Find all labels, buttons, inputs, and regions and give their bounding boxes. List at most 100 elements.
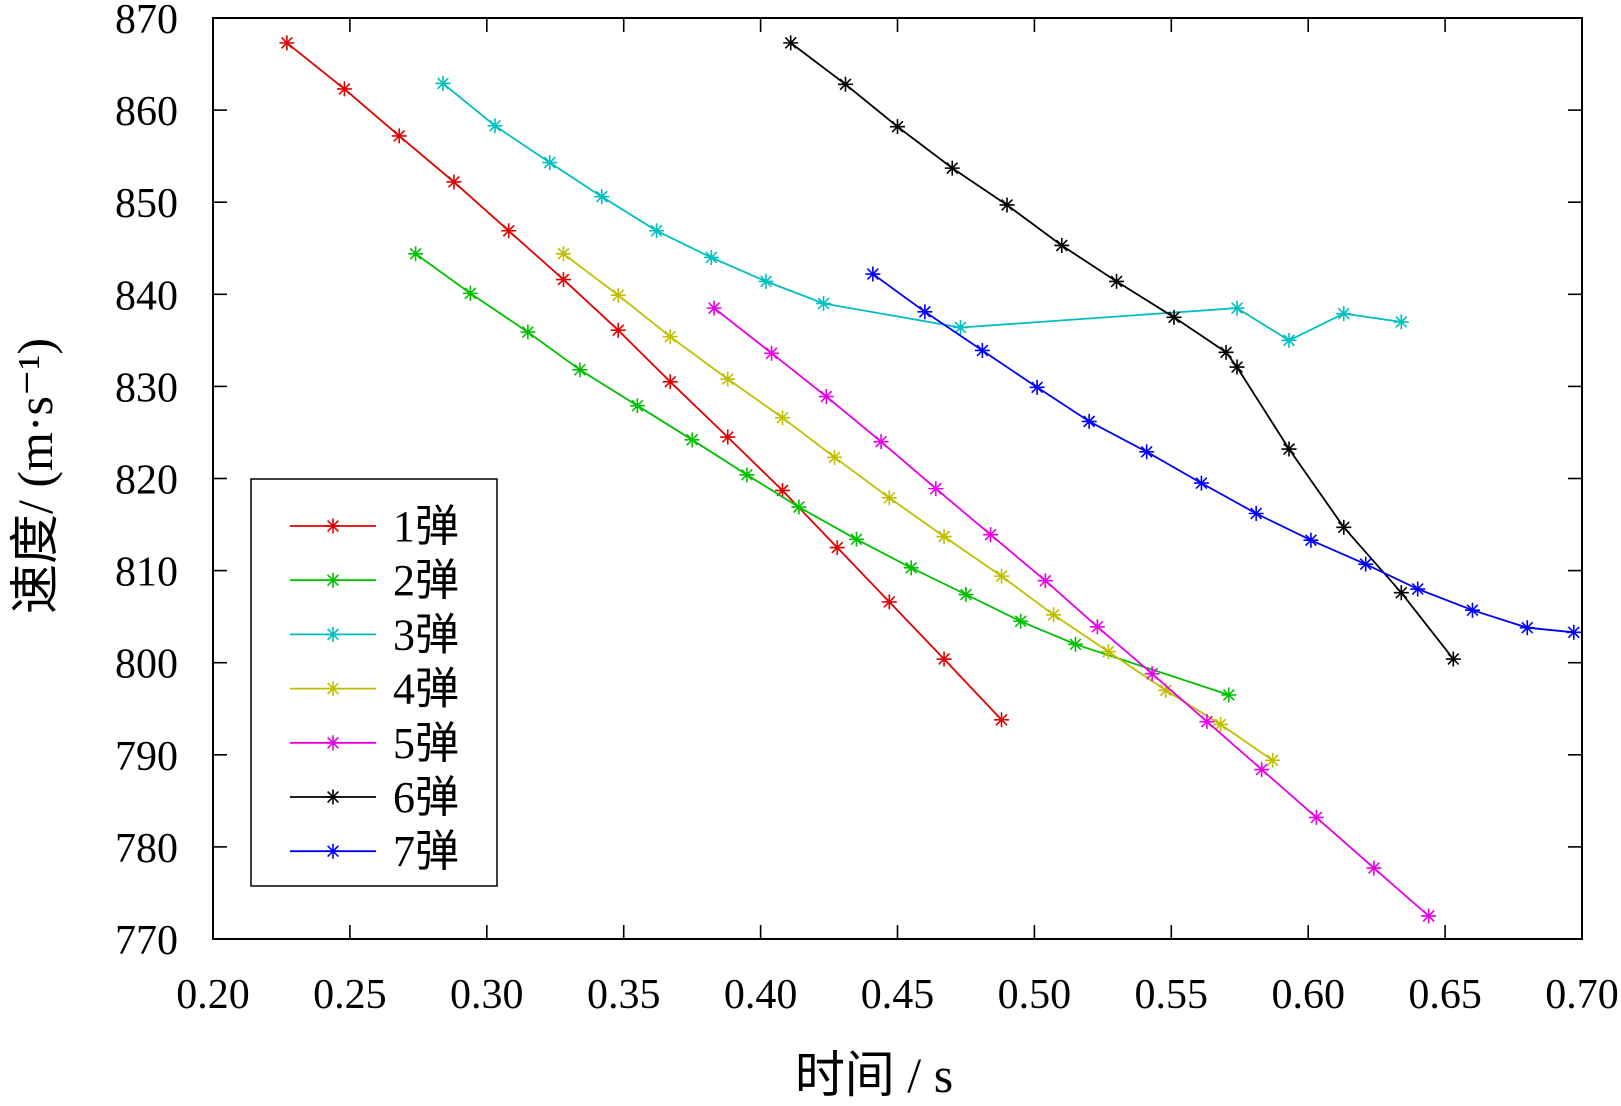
data-point	[944, 160, 960, 176]
legend-entry-6: 6弹	[290, 773, 459, 822]
series-7	[865, 266, 1582, 640]
legend-label: 1弹	[393, 502, 459, 551]
y-tick-label: 860	[115, 89, 178, 135]
y-tick-label: 820	[115, 458, 178, 504]
data-point	[1308, 809, 1324, 825]
data-point	[1166, 309, 1182, 325]
series-line-4	[562, 253, 1274, 762]
data-point	[1139, 444, 1155, 460]
data-point	[1336, 306, 1352, 322]
data-point	[791, 499, 807, 515]
x-tick-label: 0.70	[1545, 972, 1619, 1018]
y-tick-label: 800	[115, 642, 178, 688]
data-point	[1037, 573, 1053, 589]
legend-marker	[325, 735, 341, 751]
data-point	[1144, 666, 1160, 682]
data-point	[881, 594, 897, 610]
x-tick-label: 0.25	[313, 972, 387, 1018]
data-point	[764, 345, 780, 361]
series-3	[435, 75, 1409, 348]
legend-entry-4: 4弹	[290, 665, 459, 714]
data-point	[555, 272, 571, 288]
x-axis-label: 时间 / s	[795, 1047, 953, 1103]
x-tick-label: 0.50	[998, 972, 1072, 1018]
series-layer	[279, 35, 1582, 924]
data-point	[837, 76, 853, 92]
data-point	[873, 434, 889, 450]
data-point	[462, 285, 478, 301]
data-point	[501, 223, 517, 239]
data-point	[1218, 344, 1234, 360]
y-tick-label: 770	[115, 918, 178, 964]
data-point	[917, 304, 933, 320]
data-point	[994, 712, 1010, 728]
data-point	[1229, 300, 1245, 316]
data-point	[629, 398, 645, 414]
y-tick-label: 830	[115, 365, 178, 411]
x-tick-label: 0.40	[724, 972, 798, 1018]
data-point	[1336, 519, 1352, 535]
legend-label: 2弹	[393, 556, 459, 605]
legend-label: 7弹	[393, 827, 459, 876]
data-point	[936, 651, 952, 667]
data-point	[610, 322, 626, 338]
legend-marker	[325, 572, 341, 588]
legend-marker	[325, 789, 341, 805]
data-point	[594, 189, 610, 205]
data-point	[952, 319, 968, 335]
data-point	[684, 432, 700, 448]
data-point	[974, 342, 990, 358]
data-point	[758, 273, 774, 289]
data-point	[487, 118, 503, 134]
data-point	[662, 374, 678, 390]
data-point	[983, 527, 999, 543]
data-point	[720, 371, 736, 387]
data-point	[1265, 752, 1281, 768]
data-point	[783, 35, 799, 51]
data-point	[1013, 613, 1029, 629]
data-point	[408, 246, 424, 262]
data-point	[1248, 505, 1264, 521]
data-point	[1199, 714, 1215, 730]
legend-marker	[325, 843, 341, 859]
data-point	[1100, 644, 1116, 660]
data-point	[958, 587, 974, 603]
data-point	[890, 119, 905, 135]
data-point	[936, 529, 952, 545]
y-tick-label: 810	[115, 550, 178, 596]
data-point	[994, 568, 1010, 584]
data-point	[848, 531, 864, 547]
legend-marker	[325, 626, 341, 642]
data-point	[775, 482, 791, 498]
y-tick-label: 780	[115, 826, 178, 872]
data-point	[1109, 273, 1125, 289]
series-5	[706, 300, 1437, 924]
data-point	[1519, 620, 1535, 636]
legend-entry-2: 2弹	[290, 556, 459, 605]
x-tick-label: 0.45	[861, 972, 935, 1018]
data-point	[1213, 716, 1229, 732]
data-point	[1366, 860, 1382, 876]
data-point	[818, 389, 834, 405]
data-point	[542, 155, 558, 171]
plot-frame	[212, 17, 1583, 940]
data-point	[1464, 602, 1480, 618]
data-point	[1566, 624, 1582, 640]
series-1	[279, 35, 1010, 728]
data-point	[610, 287, 626, 303]
data-point	[1393, 585, 1409, 601]
data-point	[775, 410, 791, 426]
data-point	[928, 481, 944, 497]
data-point	[1221, 687, 1237, 703]
series-6	[783, 35, 1461, 667]
legend-box	[250, 478, 498, 887]
data-point	[520, 324, 536, 340]
legend-marker	[325, 681, 341, 697]
legend-label: 4弹	[393, 665, 459, 714]
data-point	[1067, 636, 1083, 652]
series-line-2	[415, 253, 1230, 696]
legend-marker	[325, 518, 341, 534]
data-point	[1193, 475, 1209, 491]
y-tick-label: 840	[115, 273, 178, 319]
